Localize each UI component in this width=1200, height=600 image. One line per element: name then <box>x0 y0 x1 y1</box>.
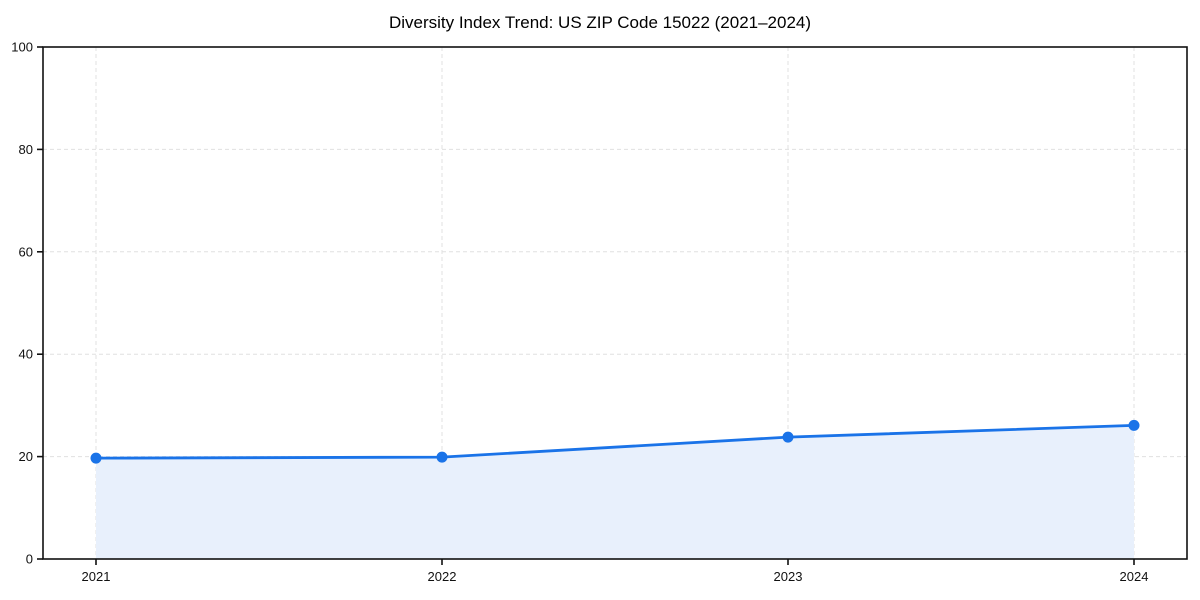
x-tick-label: 2022 <box>428 569 457 584</box>
data-point <box>782 431 794 443</box>
x-tick-label: 2021 <box>82 569 111 584</box>
y-tick-label: 60 <box>19 244 33 259</box>
y-tick-label: 40 <box>19 347 33 362</box>
chart-title: Diversity Index Trend: US ZIP Code 15022… <box>388 13 812 32</box>
y-tick-label: 20 <box>19 449 33 464</box>
x-tick-label: 2024 <box>1120 569 1149 584</box>
area-fill <box>96 425 1134 559</box>
y-tick-label: 0 <box>26 552 33 567</box>
y-tick-label: 100 <box>11 40 33 55</box>
axis-frame <box>42 46 1188 560</box>
data-point <box>90 452 102 464</box>
y-tick-label: 80 <box>19 142 33 157</box>
x-tick-label: 2023 <box>774 569 803 584</box>
data-point <box>436 451 448 463</box>
data-point <box>1128 419 1140 431</box>
trend-line <box>94 423 1136 460</box>
